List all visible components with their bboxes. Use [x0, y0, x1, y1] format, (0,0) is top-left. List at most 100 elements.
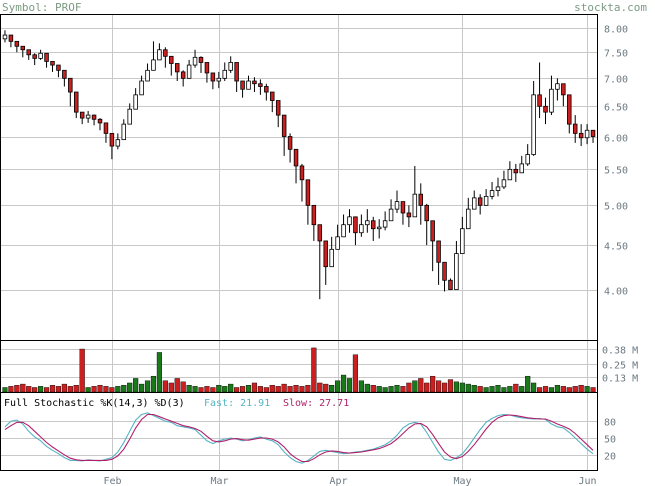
volume-bar: [67, 386, 73, 393]
stoch-slow-line: [4, 413, 594, 463]
candle-body: [121, 123, 127, 141]
volume-bar: [400, 386, 406, 393]
candle-body: [115, 139, 121, 147]
candle-body: [329, 248, 334, 268]
candle-body: [8, 34, 14, 42]
volume-bar: [560, 386, 566, 393]
volume-bar: [61, 383, 67, 393]
candle-body: [79, 111, 85, 119]
volume-bar: [281, 383, 287, 393]
candle-body: [299, 165, 305, 181]
volume-bar: [430, 375, 436, 393]
volume-bar: [263, 387, 269, 393]
volume-bar: [388, 386, 394, 393]
volume-bar: [465, 383, 471, 393]
volume-bar: [513, 383, 519, 393]
price-tick-label: 4.50: [604, 242, 628, 253]
candle-body: [293, 148, 299, 167]
x-tick-label: Jun: [578, 476, 596, 486]
x-tick-label: Feb: [103, 476, 121, 486]
x-tick-label: Apr: [329, 476, 347, 486]
volume-bar: [459, 382, 465, 393]
candle-body: [371, 220, 376, 230]
volume-bar: [228, 383, 234, 393]
x-tick-label: Mar: [210, 476, 228, 486]
symbol-label: Symbol: PROF: [2, 1, 82, 14]
candle-body: [68, 77, 73, 93]
volume-bar: [346, 378, 353, 393]
volume-bar: [168, 382, 174, 393]
candle-body: [97, 118, 103, 124]
volume-bar: [150, 375, 157, 393]
candle-body: [525, 154, 530, 165]
candle-body: [174, 63, 180, 73]
candle-body: [353, 216, 358, 234]
volume-bar: [32, 387, 38, 393]
price-tick-label: 6.00: [604, 134, 628, 145]
candle-body: [519, 163, 524, 174]
candle-body: [14, 40, 20, 47]
volume-bar: [536, 387, 543, 393]
volume-bar: [584, 386, 590, 393]
volume-bar: [554, 385, 560, 393]
volume-bar: [14, 385, 20, 393]
candle-body: [317, 224, 323, 242]
volume-bar: [501, 387, 507, 393]
price-tick-label: 4.00: [604, 287, 628, 298]
volume-bar: [519, 386, 525, 393]
volume-bar: [323, 383, 329, 393]
candle-body: [157, 49, 162, 61]
candle-body: [103, 122, 109, 134]
candle-body: [531, 94, 536, 155]
volume-bar: [394, 385, 400, 393]
candle-body: [424, 204, 429, 222]
volume-bar: [542, 386, 549, 393]
candle-body: [507, 168, 513, 181]
volume-bar: [245, 385, 252, 393]
volume-bar: [109, 387, 115, 393]
volume-bar: [186, 385, 192, 393]
volume-bar: [364, 383, 370, 393]
candle-body: [549, 88, 554, 113]
volume-bar: [239, 386, 246, 393]
candle-body: [448, 279, 453, 290]
volume-bar: [453, 381, 459, 393]
volume-bar: [578, 385, 584, 393]
candle-body: [466, 208, 471, 230]
volume-bar: [91, 386, 97, 393]
candle-body: [555, 83, 560, 90]
volume-bar: [198, 387, 204, 393]
candle-body: [483, 195, 489, 206]
volume-bar: [174, 378, 180, 393]
volume-bar: [222, 386, 228, 393]
volume-bar: [257, 386, 263, 393]
candle-body: [394, 201, 400, 210]
candle-body: [204, 62, 210, 74]
candle-body: [495, 186, 501, 191]
volume-bar: [590, 387, 596, 393]
volume-bar: [144, 380, 151, 393]
volume-bar: [192, 386, 198, 393]
volume-bar: [447, 379, 454, 393]
candle-body: [406, 212, 412, 218]
candle-body: [578, 132, 584, 139]
volume-bar: [43, 387, 50, 393]
candle-body: [335, 236, 340, 250]
candle-body: [543, 105, 548, 113]
candle-body: [376, 226, 382, 230]
candle-body: [382, 220, 388, 228]
candle-body: [275, 100, 281, 116]
candle-body: [270, 91, 275, 101]
volume-bar: [441, 382, 448, 393]
price-tick-label: 5.00: [604, 202, 628, 213]
volume-bar: [382, 387, 388, 393]
volume-bar: [97, 385, 103, 393]
candle-body: [20, 45, 26, 51]
stochastic-lines: [4, 412, 594, 464]
volume-bar: [133, 378, 139, 393]
candle-body: [359, 224, 364, 234]
price-candles: [2, 30, 596, 300]
volume-bar: [572, 386, 578, 393]
volume-bar: [293, 385, 299, 393]
